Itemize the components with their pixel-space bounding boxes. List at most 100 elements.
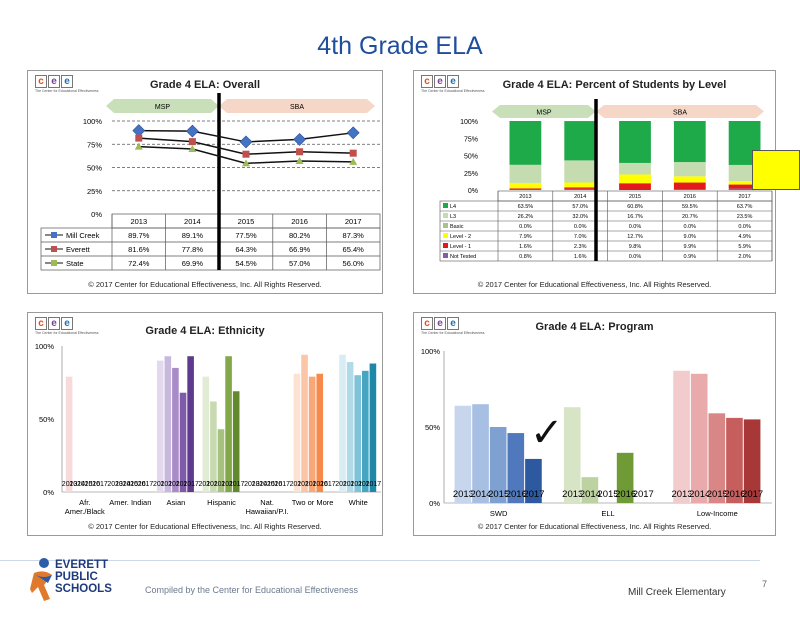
table-cell: 0.0% <box>574 224 587 230</box>
bar <box>563 407 581 503</box>
stacked-bar-segment <box>509 182 542 189</box>
page-number: 7 <box>762 579 768 589</box>
bar <box>301 354 308 492</box>
stacked-bar-segment <box>673 182 706 190</box>
logo-tagline: The Center for Educational Effectiveness <box>421 89 485 93</box>
logo-letter: e <box>61 317 73 330</box>
bar-year-label: 2013 <box>290 481 306 488</box>
bar-year-label: 2014 <box>115 481 131 488</box>
bar-year-label: 2016 <box>85 481 101 488</box>
legend-marker <box>51 246 57 252</box>
legend-marker <box>443 203 448 208</box>
y-tick-label: 75% <box>464 136 478 143</box>
panel-ethnicity: c e e The Center for Educational Effecti… <box>27 312 383 536</box>
table-cell: 89.7% <box>128 231 150 240</box>
district-name: EVERETT PUBLIC SCHOOLS <box>55 559 112 595</box>
bar-year-label: 2013 <box>62 481 78 488</box>
legend-label: Everett <box>66 245 91 254</box>
stacked-bar-segment <box>564 188 597 190</box>
x-tick-label: 2017 <box>345 217 362 226</box>
bar <box>489 427 507 503</box>
msp-arrow <box>106 99 219 113</box>
legend-label: L3 <box>450 214 456 220</box>
table-cell: 2.3% <box>574 244 587 250</box>
y-tick-label: 100% <box>421 347 441 356</box>
bar-year-label: 2014 <box>470 489 491 500</box>
bar-year-label: 2015 <box>259 481 275 488</box>
panel-level: c e e The Center for Educational Effecti… <box>413 70 776 294</box>
stacked-bar-segment <box>564 160 597 183</box>
bar-year-label: 2016 <box>506 489 527 500</box>
x-category-label: SWD <box>490 509 508 518</box>
stacked-bar-segment <box>509 189 542 190</box>
cee-logo: c e e The Center for Educational Effecti… <box>35 75 99 97</box>
table-cell: 26.2% <box>518 214 534 220</box>
bar <box>339 354 346 492</box>
bar-year-label: 2017 <box>229 481 245 488</box>
copyright-text: © 2017 Center for Educational Effectiven… <box>88 522 322 531</box>
panel-program: c e e The Center for Educational Effecti… <box>413 312 776 536</box>
table-cell: 1.6% <box>574 254 587 260</box>
bar <box>581 477 599 503</box>
bar <box>507 433 525 503</box>
y-tick-label: 75% <box>87 140 102 149</box>
table-cell: 0.0% <box>738 224 751 230</box>
chart-title: Grade 4 ELA: Program <box>535 321 654 333</box>
chart-title: Grade 4 ELA: Overall <box>149 79 261 91</box>
logo-letter: e <box>447 75 459 88</box>
data-point <box>295 156 304 164</box>
x-tick-label: 2017 <box>738 194 750 200</box>
table-cell: 59.5% <box>682 204 698 210</box>
logo-letter: e <box>61 75 73 88</box>
bar <box>690 373 708 503</box>
bar-year-label: 2017 <box>92 481 108 488</box>
legend-marker <box>443 223 448 228</box>
logo-tagline: The Center for Educational Effectiveness <box>421 331 485 335</box>
bar-year-label: 2015 <box>77 481 93 488</box>
data-point <box>134 142 143 150</box>
data-point <box>185 124 199 138</box>
x-category-label: Amer. Indian <box>109 498 151 507</box>
overall-line-chart: MSP SBA 0% 25% 50% 75% 100% 2013 2014 2015 2016 201… <box>40 93 381 271</box>
stacked-bar-segment <box>673 162 706 177</box>
program-bar-chart: 0%50%100%20132014201520162017SWD20132014… <box>421 347 772 518</box>
bar-year-label: 2013 <box>562 489 583 500</box>
everett-schools-logo: EVERETT PUBLIC SCHOOLS <box>30 553 140 608</box>
table-cell: 0.8% <box>519 254 532 260</box>
table-cell: 66.9% <box>289 245 311 254</box>
stacked-bar-segment <box>564 182 597 188</box>
x-category-label: Low-Income <box>697 509 738 518</box>
table-cell: 77.8% <box>182 245 204 254</box>
x-tick-label: 2014 <box>184 217 201 226</box>
table-cell: 57.0% <box>289 259 311 268</box>
table-cell: 63.5% <box>518 204 534 210</box>
bar <box>65 376 73 492</box>
x-tick-label: 2015 <box>629 194 641 200</box>
bar <box>210 401 217 492</box>
bar-year-label: 2015 <box>214 481 230 488</box>
bar-year-label: 2013 <box>244 481 260 488</box>
bar-year-label: 2013 <box>335 481 351 488</box>
table-cell: 0.0% <box>519 224 532 230</box>
bar-year-label: 2015 <box>168 481 184 488</box>
bar-year-label: 2016 <box>312 481 328 488</box>
bar-year-label: 2014 <box>297 481 313 488</box>
bar <box>673 370 690 503</box>
bar <box>369 363 377 492</box>
logo-letter: e <box>434 75 446 88</box>
bar <box>164 356 172 492</box>
bar <box>708 413 726 503</box>
legend-marker <box>443 243 448 248</box>
logo-letter: c <box>421 317 433 330</box>
logo-letter: c <box>35 75 47 88</box>
bar-year-label: 2016 <box>724 489 745 500</box>
data-point <box>349 157 358 165</box>
legend-label: State <box>66 259 84 268</box>
bar <box>293 373 301 492</box>
legend-label: Not Tested <box>450 254 476 260</box>
cee-logo: c e e The Center for Educational Effecti… <box>421 75 485 97</box>
x-tick-label: 2013 <box>519 194 531 200</box>
bar-year-label: 2013 <box>453 489 474 500</box>
data-point <box>349 149 357 157</box>
msp-arrow <box>492 105 596 118</box>
